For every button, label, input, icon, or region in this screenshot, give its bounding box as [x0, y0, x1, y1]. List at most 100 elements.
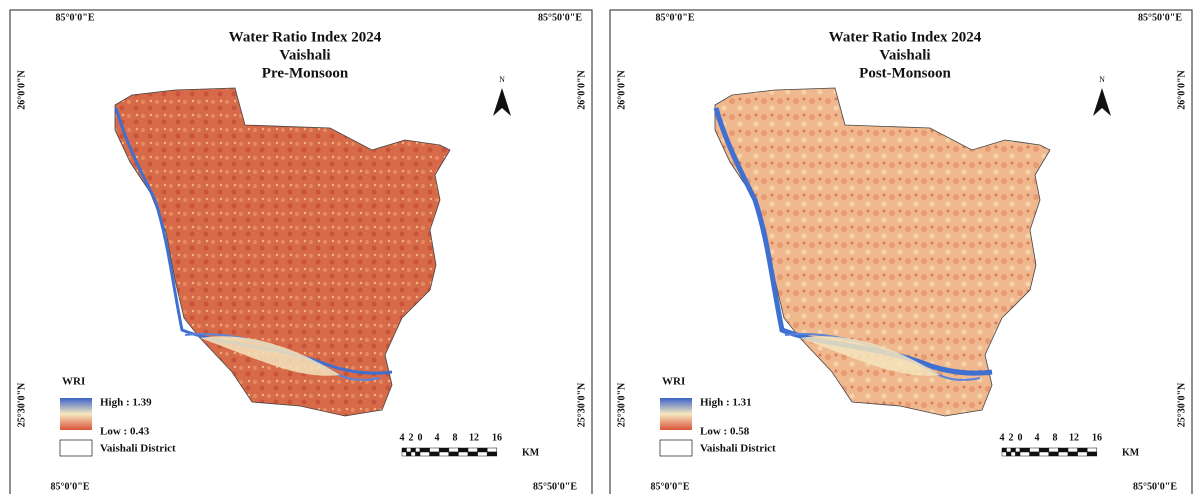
scale-bar [1077, 451, 1088, 457]
legend-title: WRI [662, 376, 685, 388]
scale-bar [448, 451, 459, 457]
scale-bar [1067, 447, 1078, 453]
longitude-label: 85°50'0"E [533, 481, 577, 492]
scale-label: 4 [435, 432, 440, 443]
latitude-label: 26°0'0"N [576, 69, 587, 109]
longitude-label: 85°0'0"E [51, 481, 90, 492]
scale-label: 0 [1018, 432, 1023, 443]
latitude-label: 26°0'0"N [16, 69, 27, 109]
scale-bar [486, 451, 498, 457]
scale-bar [458, 451, 469, 457]
scale-bar [1019, 447, 1030, 453]
north-label: N [1099, 75, 1105, 84]
latitude-label: 25°30'0"N [616, 382, 627, 427]
scale-bar [486, 447, 498, 453]
legend-low: Low : 0.58 [700, 426, 750, 438]
scale-label: 0 [418, 432, 423, 443]
legend-boundary [659, 439, 693, 457]
map-title: Water Ratio Index 2024 [829, 29, 982, 45]
scale-bar [1086, 451, 1098, 457]
scale-bar [1086, 447, 1098, 453]
scale-unit: KM [522, 447, 540, 458]
map-season: Post-Monsoon [859, 65, 951, 81]
scale-label: 4 [400, 432, 405, 443]
north-arrow [493, 88, 511, 116]
scale-bar [1058, 447, 1069, 453]
longitude-label: 85°50'0"E [1138, 12, 1182, 23]
panel-frame [9, 9, 593, 494]
scale-bar [401, 451, 407, 457]
scale-bar [1010, 447, 1016, 453]
legend-title: WRI [62, 376, 85, 388]
legend-boundary [59, 439, 93, 457]
scale-bar [415, 447, 421, 453]
scale-bar [415, 451, 421, 457]
scale-bar [467, 451, 478, 457]
scale-bar [448, 447, 459, 453]
scale-bar [1029, 451, 1040, 457]
scale-label: 8 [453, 432, 458, 443]
scale-bar [1029, 447, 1040, 453]
latitude-label: 25°30'0"N [1176, 382, 1187, 427]
longitude-label: 85°0'0"E [651, 481, 690, 492]
legend-ramp [660, 398, 692, 430]
map-subtitle: Vaishali [879, 47, 930, 63]
map-panel: 85°0'0"E 85°50'0"E 85°0'0"E 85°50'0"E 26°0'0… [609, 9, 1193, 494]
scale-bar [406, 451, 412, 457]
legend-boundary-label: Vaishali District [700, 443, 776, 455]
scale-bar [419, 447, 430, 453]
scale-label: 12 [469, 432, 479, 443]
map-season: Pre-Monsoon [262, 65, 349, 81]
scale-bar [401, 447, 407, 453]
longitude-label: 85°50'0"E [1133, 481, 1177, 492]
scale-bar [1048, 451, 1059, 457]
north-arrow [1093, 88, 1111, 116]
latitude-label: 26°0'0"N [1176, 69, 1187, 109]
scale-label: 12 [1069, 432, 1079, 443]
scale-bar [429, 447, 440, 453]
scale-bar [438, 451, 450, 457]
scale-bar [1048, 447, 1059, 453]
scale-label: 16 [492, 432, 502, 443]
scale-bar [1010, 451, 1016, 457]
scale-label: 4 [1000, 432, 1005, 443]
river [114, 107, 393, 375]
scale-bar [477, 451, 488, 457]
scale-bar [1038, 447, 1050, 453]
scale-bar [1006, 451, 1012, 457]
scale-bar [1067, 451, 1078, 457]
scale-label: 16 [1092, 432, 1102, 443]
map-panel: 85°0'0"E 85°50'0"E 85°0'0"E 85°50'0"E 26°0'0… [9, 9, 593, 494]
scale-label: 2 [1009, 432, 1014, 443]
scale-bar [1077, 447, 1088, 453]
sandbank [800, 336, 940, 376]
scale-bar [1001, 447, 1007, 453]
longitude-label: 85°0'0"E [656, 12, 695, 23]
legend-high: High : 1.31 [700, 397, 752, 409]
legend-high: High : 1.39 [100, 397, 152, 409]
latitude-label: 25°30'0"N [576, 382, 587, 427]
legend-boundary-label: Vaishali District [100, 443, 176, 455]
scale-bar [429, 451, 440, 457]
scale-bar [477, 447, 488, 453]
scale-bar [1019, 451, 1030, 457]
legend-ramp [60, 398, 92, 430]
scale-bar [410, 447, 416, 453]
north-label: N [499, 75, 505, 84]
panel-frame [609, 9, 1193, 494]
scale-bar [419, 451, 430, 457]
scale-bar [1015, 451, 1021, 457]
scale-bar [438, 447, 450, 453]
scale-label: 8 [1053, 432, 1058, 443]
latitude-label: 26°0'0"N [616, 69, 627, 109]
scale-bar [467, 447, 478, 453]
map-title: Water Ratio Index 2024 [229, 29, 382, 45]
scale-bar [458, 447, 469, 453]
legend-low: Low : 0.43 [100, 426, 150, 438]
scale-unit: KM [1122, 447, 1140, 458]
scale-bar [410, 451, 416, 457]
map-subtitle: Vaishali [279, 47, 330, 63]
scale-label: 2 [409, 432, 414, 443]
sandbank [200, 336, 340, 376]
